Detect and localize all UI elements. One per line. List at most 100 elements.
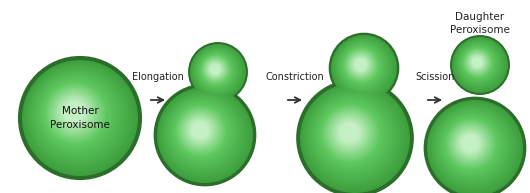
Ellipse shape	[457, 43, 499, 85]
Ellipse shape	[334, 117, 365, 148]
Ellipse shape	[468, 53, 487, 71]
Ellipse shape	[453, 38, 507, 91]
Ellipse shape	[350, 54, 372, 76]
Ellipse shape	[461, 134, 480, 153]
Ellipse shape	[203, 57, 228, 82]
Ellipse shape	[191, 45, 244, 99]
Ellipse shape	[209, 63, 222, 75]
Ellipse shape	[349, 53, 373, 77]
Ellipse shape	[300, 83, 410, 193]
Ellipse shape	[191, 121, 210, 140]
Ellipse shape	[207, 61, 224, 78]
Text: Daughter
Peroxisome: Daughter Peroxisome	[450, 12, 510, 35]
Ellipse shape	[343, 48, 379, 83]
Ellipse shape	[302, 85, 407, 190]
Ellipse shape	[61, 99, 87, 125]
Ellipse shape	[193, 47, 241, 95]
Ellipse shape	[436, 109, 509, 183]
Ellipse shape	[198, 52, 234, 88]
Text: Scission: Scission	[416, 72, 455, 82]
Ellipse shape	[330, 113, 370, 153]
Ellipse shape	[190, 119, 211, 141]
Ellipse shape	[313, 96, 391, 174]
Ellipse shape	[158, 88, 252, 182]
Ellipse shape	[329, 111, 372, 154]
Ellipse shape	[354, 57, 368, 72]
Text: Elongation: Elongation	[132, 72, 184, 82]
Ellipse shape	[326, 109, 374, 157]
Ellipse shape	[190, 44, 246, 100]
Ellipse shape	[60, 98, 89, 126]
Ellipse shape	[334, 38, 393, 97]
Ellipse shape	[175, 105, 227, 157]
Ellipse shape	[453, 126, 488, 161]
Ellipse shape	[190, 44, 245, 99]
Ellipse shape	[333, 116, 366, 149]
Ellipse shape	[49, 86, 101, 139]
Ellipse shape	[170, 100, 234, 164]
Ellipse shape	[169, 99, 235, 165]
Ellipse shape	[439, 112, 505, 178]
Ellipse shape	[467, 52, 488, 73]
Ellipse shape	[343, 47, 380, 84]
Ellipse shape	[320, 103, 382, 164]
Ellipse shape	[459, 44, 498, 82]
Ellipse shape	[337, 41, 388, 92]
Ellipse shape	[335, 118, 364, 147]
Ellipse shape	[347, 51, 375, 79]
Ellipse shape	[173, 103, 229, 159]
Ellipse shape	[354, 58, 367, 71]
Ellipse shape	[345, 49, 377, 81]
Ellipse shape	[457, 42, 501, 86]
Ellipse shape	[189, 119, 212, 142]
Ellipse shape	[188, 42, 248, 102]
Ellipse shape	[339, 121, 360, 144]
Ellipse shape	[186, 116, 215, 145]
Ellipse shape	[53, 91, 96, 134]
Ellipse shape	[193, 47, 242, 96]
Ellipse shape	[307, 90, 399, 182]
Ellipse shape	[51, 89, 99, 136]
Ellipse shape	[64, 102, 85, 123]
Ellipse shape	[314, 97, 389, 172]
Ellipse shape	[342, 46, 381, 85]
Ellipse shape	[336, 40, 390, 93]
Ellipse shape	[202, 56, 229, 84]
Ellipse shape	[451, 124, 490, 163]
Ellipse shape	[195, 49, 239, 93]
Ellipse shape	[346, 49, 377, 81]
Ellipse shape	[319, 102, 383, 166]
Ellipse shape	[50, 88, 100, 138]
Ellipse shape	[192, 46, 243, 97]
Ellipse shape	[46, 84, 104, 142]
Ellipse shape	[32, 70, 123, 161]
Ellipse shape	[182, 112, 219, 149]
Ellipse shape	[323, 106, 377, 161]
Ellipse shape	[458, 44, 498, 83]
Ellipse shape	[24, 62, 135, 173]
Ellipse shape	[34, 73, 119, 157]
Ellipse shape	[26, 64, 132, 170]
Ellipse shape	[463, 48, 493, 78]
Ellipse shape	[197, 51, 235, 89]
Ellipse shape	[341, 45, 382, 86]
Ellipse shape	[348, 52, 374, 78]
Ellipse shape	[205, 59, 226, 80]
Ellipse shape	[58, 96, 91, 129]
Ellipse shape	[331, 35, 397, 101]
Ellipse shape	[157, 87, 253, 183]
Ellipse shape	[42, 80, 109, 147]
Ellipse shape	[41, 79, 111, 149]
Ellipse shape	[207, 61, 223, 77]
Ellipse shape	[47, 85, 102, 141]
Ellipse shape	[472, 57, 483, 68]
Ellipse shape	[26, 65, 130, 168]
Ellipse shape	[195, 49, 238, 92]
Ellipse shape	[454, 39, 505, 89]
Ellipse shape	[337, 41, 388, 93]
Ellipse shape	[301, 84, 409, 192]
Ellipse shape	[196, 50, 237, 91]
Ellipse shape	[208, 62, 222, 76]
Ellipse shape	[333, 37, 394, 98]
Ellipse shape	[445, 118, 497, 170]
